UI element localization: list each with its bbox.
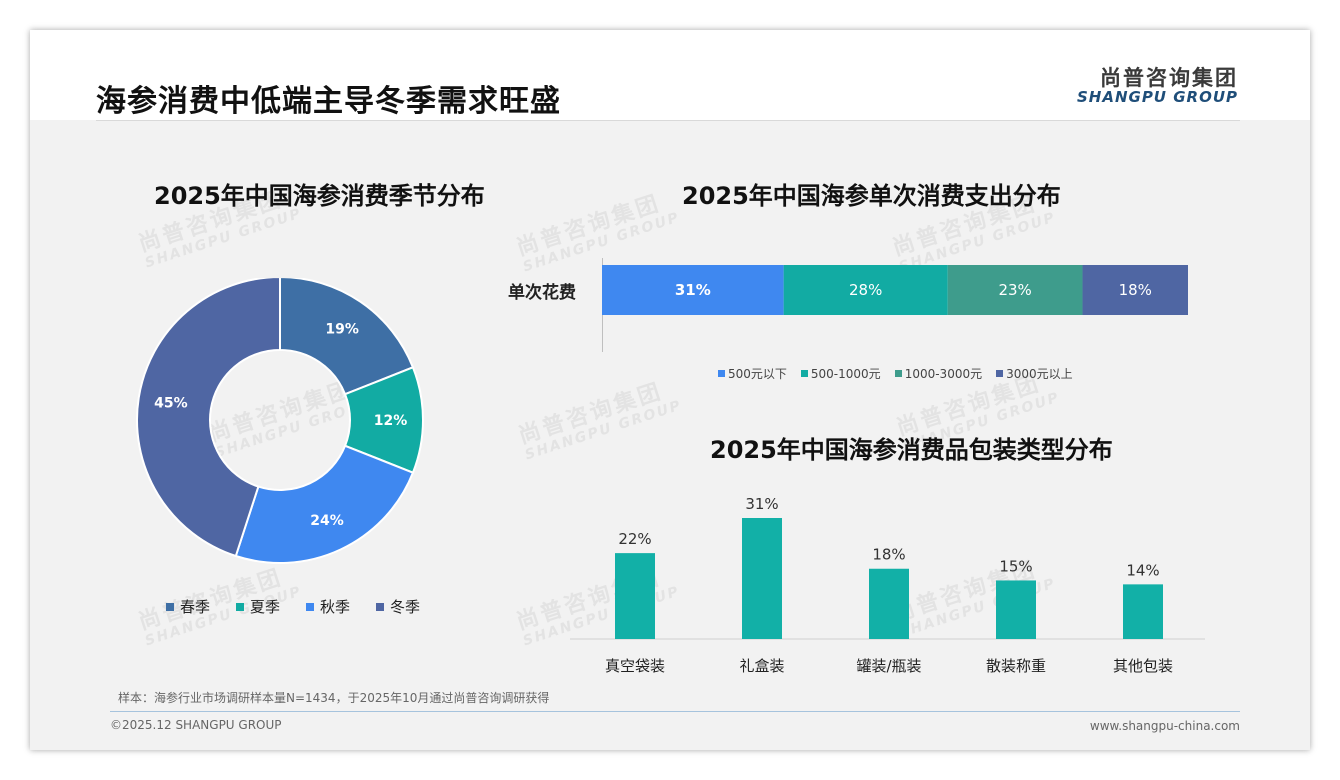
package-bar-4 bbox=[996, 580, 1036, 639]
package-category-label-2: 礼盒装 bbox=[739, 657, 784, 675]
package-category-label-3: 罐装/瓶装 bbox=[856, 657, 921, 675]
watermark: 尚普咨询集团 SHANGPU GROUP bbox=[513, 191, 683, 276]
donut-label-1: 19% bbox=[325, 322, 359, 338]
legend-swatch bbox=[376, 602, 385, 611]
legend-swatch bbox=[894, 370, 902, 377]
legend-swatch bbox=[166, 602, 174, 611]
legend-label: 3000元以上 bbox=[1006, 367, 1073, 381]
spend-label-1: 31% bbox=[675, 281, 711, 299]
sample-note: 样本：海参行业市场调研样本量N=1434，于2025年10月通过尚普咨询调研获得 bbox=[118, 691, 550, 705]
package-category-label-4: 散装称重 bbox=[986, 657, 1046, 675]
spend-stacked-bar: 31% 28% 23% 18% bbox=[602, 265, 1188, 315]
legend-label: 500-1000元 bbox=[810, 367, 881, 381]
footer-divider bbox=[110, 711, 1240, 712]
donut-slice-4 bbox=[136, 278, 281, 558]
legend-item: 1000-3000元 bbox=[894, 365, 983, 382]
spend-segment-1 bbox=[602, 265, 784, 315]
package-bar-1 bbox=[615, 553, 655, 639]
brand-logo-en: SHANGPU GROUP bbox=[1076, 88, 1238, 106]
legend-swatch bbox=[236, 602, 245, 611]
spend-legend: 500元以下 500-1000元 1000-3000元 3000元以上 bbox=[718, 365, 1087, 382]
package-value-label-3: 18% bbox=[872, 546, 905, 564]
legend-item: 500-1000元 bbox=[800, 365, 881, 382]
season-donut-chart: 19% 12% 24% 45% bbox=[136, 278, 424, 564]
legend-swatch bbox=[800, 370, 808, 377]
legend-item: 春季 bbox=[166, 596, 210, 617]
website-link[interactable]: www.shangpu-china.com bbox=[1089, 719, 1240, 733]
brand-logo-cn: 尚普咨询集团 bbox=[1100, 66, 1238, 90]
package-value-label-2: 31% bbox=[745, 495, 778, 513]
legend-label: 冬季 bbox=[390, 598, 421, 616]
package-category-label-1: 真空袋装 bbox=[605, 657, 665, 675]
package-value-label-4: 15% bbox=[999, 557, 1032, 575]
package-bar-5 bbox=[1123, 584, 1163, 639]
legend-item: 夏季 bbox=[236, 596, 280, 617]
legend-swatch bbox=[996, 370, 1004, 377]
package-value-label-1: 22% bbox=[618, 530, 651, 548]
season-chart-title: 2025年中国海参消费季节分布 bbox=[154, 182, 485, 210]
spend-segment-2 bbox=[783, 265, 948, 315]
spend-row-label: 单次花费 bbox=[508, 283, 576, 303]
legend-item: 500元以下 bbox=[718, 365, 787, 382]
spend-label-4: 18% bbox=[1119, 281, 1152, 299]
spend-label-3: 23% bbox=[998, 281, 1031, 299]
legend-label: 秋季 bbox=[320, 598, 351, 616]
legend-item: 秋季 bbox=[306, 596, 350, 617]
package-category-label-5: 其他包装 bbox=[1113, 657, 1173, 675]
legend-item: 3000元以上 bbox=[996, 365, 1073, 382]
page-title: 海参消费中低端主导冬季需求旺盛 bbox=[96, 84, 561, 119]
donut-slice-1 bbox=[279, 278, 415, 396]
donut-label-4: 45% bbox=[154, 396, 188, 412]
spend-segment-3 bbox=[947, 265, 1083, 315]
header-divider bbox=[96, 120, 1240, 121]
donut-label-2: 12% bbox=[374, 413, 408, 429]
donut-label-3: 24% bbox=[310, 513, 344, 529]
watermark: 尚普咨询集团 SHANGPU GROUP bbox=[515, 379, 685, 464]
package-bar-3 bbox=[869, 568, 909, 639]
season-legend: 春季 夏季 秋季 冬季 bbox=[166, 596, 446, 617]
legend-label: 500元以下 bbox=[728, 367, 787, 381]
header-band bbox=[30, 30, 1310, 120]
spend-chart-title: 2025年中国海参单次消费支出分布 bbox=[682, 182, 1061, 210]
legend-item: 冬季 bbox=[376, 596, 420, 617]
package-chart-title: 2025年中国海参消费品包装类型分布 bbox=[710, 436, 1113, 464]
package-bar-2 bbox=[742, 518, 782, 639]
copyright: ©2025.12 SHANGPU GROUP bbox=[110, 718, 282, 732]
spend-segment-4 bbox=[1082, 265, 1188, 315]
donut-slice-3 bbox=[234, 444, 415, 564]
legend-label: 1000-3000元 bbox=[904, 367, 983, 381]
legend-swatch bbox=[306, 602, 315, 611]
legend-swatch bbox=[718, 370, 725, 377]
package-value-label-5: 14% bbox=[1126, 561, 1159, 579]
legend-label: 夏季 bbox=[250, 598, 281, 616]
report-slide: 海参消费中低端主导冬季需求旺盛 尚普咨询集团 SHANGPU GROUP 尚普咨… bbox=[30, 30, 1310, 750]
legend-label: 春季 bbox=[180, 598, 211, 616]
package-column-chart: 22% 真空袋装 31% 礼盒装 18% 罐装/瓶装 15% 散装称重 14% 其他包装 bbox=[570, 495, 1205, 675]
spend-label-2: 28% bbox=[849, 281, 882, 299]
